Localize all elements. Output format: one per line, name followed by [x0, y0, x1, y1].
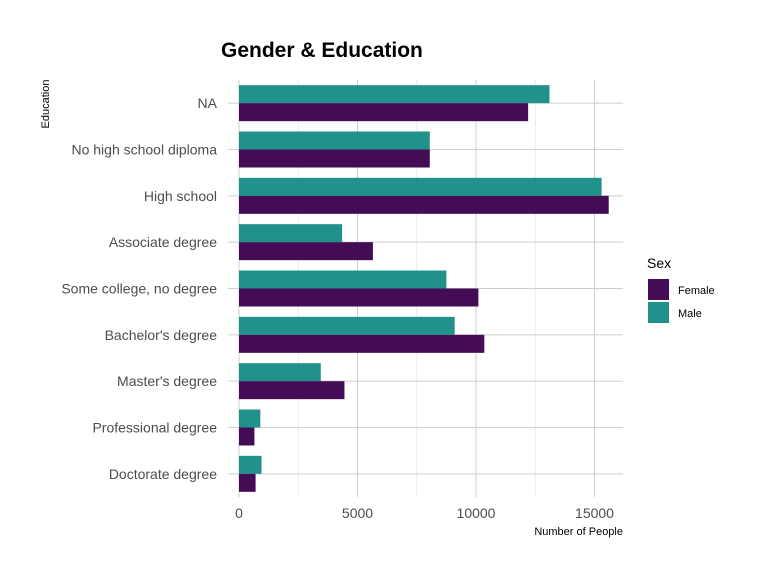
y-tick-label: No high school diploma — [71, 142, 217, 158]
y-tick-label: Master's degree — [117, 373, 217, 389]
bar-female — [239, 288, 479, 307]
legend-swatch-male — [648, 302, 669, 323]
y-axis-tick-labels: NA No high school diploma High school Assoc… — [61, 95, 217, 482]
bar-male — [239, 177, 602, 196]
y-tick-label: Professional degree — [92, 420, 217, 436]
bar-female — [239, 381, 345, 400]
y-axis-title: Education — [40, 80, 52, 129]
bar-female — [239, 149, 430, 168]
y-tick-label: Doctorate degree — [109, 466, 217, 482]
legend-label-male: Male — [678, 308, 702, 320]
bar-male — [239, 85, 550, 104]
x-tick-label: 15000 — [575, 505, 614, 521]
bar-male — [239, 316, 455, 335]
bar-female — [239, 103, 529, 122]
chart-title: Gender & Education — [221, 39, 423, 62]
y-tick-label: High school — [144, 188, 217, 204]
bar-male — [239, 409, 261, 428]
bar-female — [239, 195, 609, 214]
legend: Sex Female Male — [647, 255, 715, 323]
bar-male — [239, 363, 321, 382]
x-axis-title: Number of People — [534, 526, 623, 538]
x-tick-label: 0 — [235, 505, 243, 521]
y-tick-label: Associate degree — [109, 234, 217, 250]
x-axis-tick-labels: 0 5000 10000 15000 — [235, 505, 614, 521]
legend-swatch-female — [648, 279, 669, 300]
legend-title: Sex — [647, 255, 671, 271]
bars — [239, 85, 609, 492]
bar-female — [239, 334, 485, 353]
bar-male — [239, 270, 447, 289]
bar-female — [239, 427, 255, 446]
y-tick-label: NA — [198, 95, 218, 111]
bar-female — [239, 473, 256, 492]
bar-male — [239, 131, 430, 150]
y-tick-label: Bachelor's degree — [105, 327, 218, 343]
bar-female — [239, 242, 373, 261]
x-tick-label: 5000 — [342, 505, 373, 521]
x-tick-label: 10000 — [457, 505, 496, 521]
legend-label-female: Female — [678, 285, 715, 297]
y-tick-label: Some college, no degree — [61, 281, 217, 297]
bar-male — [239, 224, 343, 243]
bar-male — [239, 455, 262, 474]
